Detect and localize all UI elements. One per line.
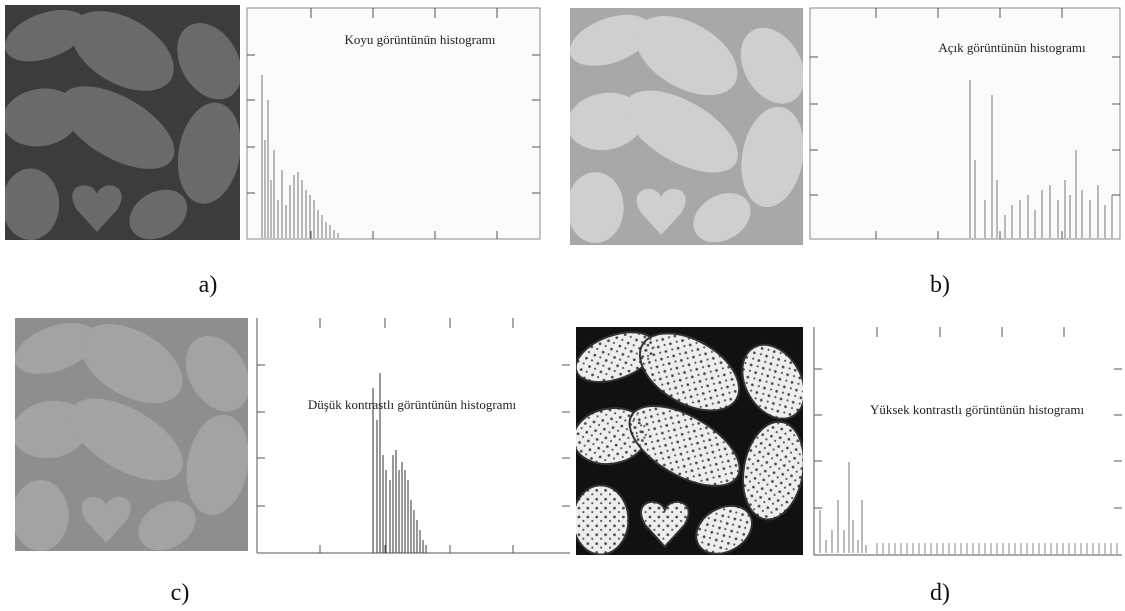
low-contrast-image <box>15 318 248 551</box>
dark-image <box>5 5 240 240</box>
dark-histogram: Koyu görüntünün histogramı <box>246 7 541 240</box>
light-image <box>570 8 803 245</box>
high-contrast-histogram: Yüksek kontrastlı görüntünün histogramı <box>813 327 1122 556</box>
histogram-title: Düşük kontrastlı görüntünün histogramı <box>308 397 517 412</box>
histogram-title: Açık görüntünün histogramı <box>938 40 1086 55</box>
panel-label: b) <box>930 272 950 298</box>
histogram-title: Koyu görüntünün histogramı <box>345 32 496 47</box>
panel-label: a) <box>199 272 218 298</box>
panel-label: c) <box>171 580 190 606</box>
panel-label: d) <box>930 580 950 606</box>
low-contrast-histogram: Düşük kontrastlı görüntünün histogramı <box>256 318 570 554</box>
high-contrast-image <box>576 327 803 555</box>
histogram-title: Yüksek kontrastlı görüntünün histogramı <box>870 402 1085 417</box>
light-histogram: Açık görüntünün histogramı <box>809 7 1121 240</box>
